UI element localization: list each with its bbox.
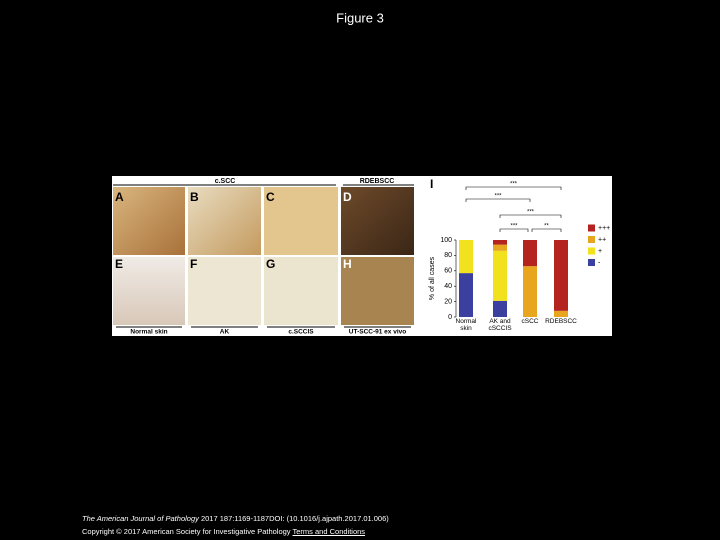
significance-bracket (499, 214, 562, 218)
legend-swatch (588, 247, 595, 255)
citation: The American Journal of Pathology 2017 1… (82, 514, 389, 523)
y-tick-label: 0 (448, 314, 452, 321)
y-tick-label: 100 (440, 237, 452, 244)
bottom-label: AK (220, 329, 230, 336)
bar-segment (459, 273, 473, 317)
bar-segment (554, 240, 568, 311)
panel-label: G (266, 257, 275, 271)
x-tick-label-box: cSCC (521, 318, 539, 325)
bottom-label: UT-SCC-91 ex vivo (349, 329, 406, 336)
panel-label: E (115, 257, 123, 271)
panel-label: I (430, 177, 433, 191)
legend-swatch (588, 259, 595, 266)
significance-label: *** (527, 210, 535, 216)
x-tick-label-box: AK and cSCCIS (488, 318, 512, 332)
micrograph (113, 187, 185, 255)
panel-label: F (190, 257, 197, 271)
y-tick-label: 20 (444, 298, 452, 305)
y-axis-label: % of all cases (429, 256, 436, 300)
micrograph (113, 257, 185, 325)
significance-label: ** (544, 224, 549, 230)
journal: The American Journal of Pathology (82, 514, 199, 523)
bottom-label: c.SCCIS (288, 329, 314, 336)
micrograph (188, 257, 261, 325)
micrograph (264, 187, 338, 255)
micrograph (188, 187, 261, 255)
citation-text: 2017 187:1169-1187DOI: (10.1016/j.ajpath… (200, 514, 389, 523)
group-label: RDEBSCC (360, 178, 395, 185)
panel-label: H (343, 257, 352, 271)
bar-segment (459, 240, 473, 274)
x-tick-label: RDEBSCC (545, 318, 577, 325)
bar-segment (493, 300, 507, 317)
significance-bracket (465, 198, 531, 202)
significance-label: *** (494, 194, 502, 200)
legend-swatch (588, 224, 595, 232)
copyright: Copyright © 2017 American Society for In… (82, 527, 365, 536)
x-tick-label: Normal skin (455, 318, 477, 332)
bar-segment (493, 244, 507, 251)
legend-label: +++ (598, 225, 610, 232)
panel-label: D (343, 190, 352, 204)
group-label: c.SCC (215, 178, 236, 185)
y-tick-label: 40 (444, 283, 452, 290)
bar-segment (523, 266, 537, 317)
bar-segment (493, 240, 507, 245)
significance-label: *** (510, 182, 518, 188)
significance-label: *** (510, 224, 518, 230)
bar-segment (493, 250, 507, 301)
y-tick-label: 80 (444, 252, 452, 259)
bar-segment (523, 240, 537, 267)
legend-swatch (588, 236, 595, 243)
terms-link[interactable]: Terms and Conditions (292, 527, 366, 536)
significance-bracket (465, 186, 562, 190)
panel-label: B (190, 190, 199, 204)
micrograph (264, 257, 338, 325)
significance-bracket (531, 228, 562, 232)
legend-label: - (598, 259, 601, 266)
panel-label: C (266, 190, 275, 204)
copyright-text: Copyright © 2017 American Society for In… (82, 527, 291, 536)
panel-label: A (115, 190, 124, 204)
slide-title: Figure 3 (336, 10, 384, 25)
micrograph (341, 257, 414, 325)
x-tick-label-box: RDEBSCC (545, 318, 577, 325)
legend-label: + (598, 248, 602, 255)
x-tick-label-box: Normal skin (455, 318, 477, 332)
bottom-label: Normal skin (130, 329, 167, 336)
micrograph (341, 187, 414, 255)
bar-segment (554, 310, 568, 317)
x-tick-label: cSCC (521, 318, 539, 325)
micrographs (113, 184, 414, 325)
x-tick-label: AK and cSCCIS (488, 318, 512, 332)
legend-label: ++ (598, 236, 606, 243)
significance-bracket (499, 228, 529, 232)
y-tick-label: 60 (444, 268, 452, 275)
